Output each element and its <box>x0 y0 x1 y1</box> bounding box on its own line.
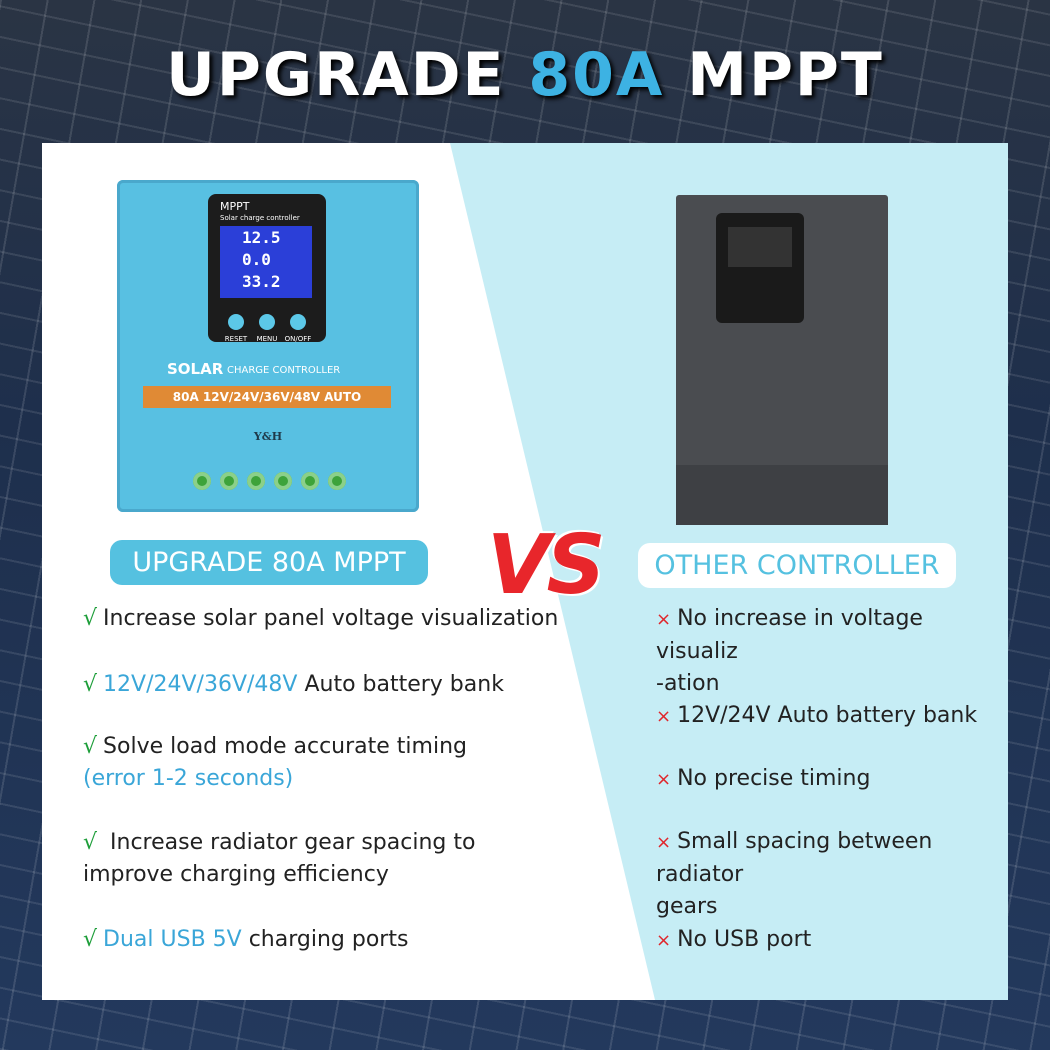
base <box>676 465 888 525</box>
line: × Small spacing between radiator <box>656 826 1008 891</box>
text: Auto battery bank <box>297 672 504 697</box>
button <box>228 314 244 330</box>
terminal <box>220 472 238 490</box>
marker: √ <box>83 606 98 631</box>
label-small: CHARGE CONTROLLER <box>227 365 341 376</box>
reading: 12.5 <box>242 228 281 247</box>
text: No USB port <box>677 927 812 952</box>
line: √ 12V/24V/36V/48V Auto battery bank <box>83 669 504 701</box>
reading: 33.2 <box>242 272 281 291</box>
feature-item: × 12V/24V Auto battery bank <box>656 700 977 733</box>
marker: × <box>656 706 672 727</box>
vs: VS <box>487 518 606 613</box>
feature-item: √ Increase solar panel voltage visualizat… <box>83 603 558 635</box>
lcd <box>728 227 792 267</box>
line: √ Increase solar panel voltage visualizat… <box>83 603 558 635</box>
button-label: ON/OFF <box>284 335 312 343</box>
line: improve charging efficiency <box>83 859 475 891</box>
other-device <box>676 195 888 525</box>
line: √ Solve load mode accurate timing <box>83 731 467 763</box>
feature-item: √ Dual USB 5V charging ports <box>83 924 408 956</box>
text: Increase solar panel voltage visualizati… <box>103 606 559 631</box>
line: √ Dual USB 5V charging ports <box>83 924 408 956</box>
button-label: RESET <box>224 335 248 343</box>
marker: × <box>656 832 672 853</box>
text: Dual USB 5V <box>103 927 242 952</box>
button <box>290 314 306 330</box>
spec-strip: 80A 12V/24V/36V/48V AUTO <box>143 386 391 408</box>
feature-item: √ 12V/24V/36V/48V Auto battery bank <box>83 669 504 701</box>
line: -ation <box>656 668 1008 700</box>
terminal <box>247 472 265 490</box>
text: No precise timing <box>677 766 871 791</box>
display-panel <box>716 213 804 323</box>
feature-item: × No precise timing <box>656 763 870 796</box>
text: UPGRADE <box>166 40 529 110</box>
text: 12V/24V Auto battery bank <box>677 703 978 728</box>
text: Solve load mode accurate timing <box>103 734 467 759</box>
mppt-device: MPPT Solar charge controller 12.5 0.0 33… <box>117 180 419 512</box>
label-big: SOLAR <box>167 360 224 378</box>
maker: Y&H <box>253 430 283 443</box>
button-label: MENU <box>256 335 278 343</box>
screen-subtitle: Solar charge controller <box>220 214 300 222</box>
text: -ation <box>656 671 720 696</box>
line: × No precise timing <box>656 763 870 796</box>
terminal <box>274 472 292 490</box>
right-badge: OTHER CONTROLLER <box>638 543 956 588</box>
feature-item: √ Solve load mode accurate timing (error 1… <box>83 731 467 795</box>
marker: × <box>656 609 672 630</box>
marker: × <box>656 930 672 951</box>
line: × 12V/24V Auto battery bank <box>656 700 977 733</box>
terminal <box>193 472 211 490</box>
text: Small spacing between radiator <box>656 829 933 887</box>
display-panel: MPPT Solar charge controller 12.5 0.0 33… <box>208 194 326 343</box>
text: Increase radiator gear spacing to <box>103 830 476 855</box>
marker: √ <box>83 734 98 759</box>
terminal <box>328 472 346 490</box>
screen-title: MPPT <box>220 200 250 213</box>
line: × No increase in voltage visualiz <box>656 603 1008 668</box>
feature-item: × No increase in voltage visualiz -ation <box>656 603 1008 700</box>
text: (error 1-2 seconds) <box>83 766 294 791</box>
text: 12V/24V/36V/48V <box>103 672 298 697</box>
feature-item: × No USB port <box>656 924 811 957</box>
line: √ Increase radiator gear spacing to <box>83 827 475 859</box>
marker: √ <box>83 927 98 952</box>
line: × No USB port <box>656 924 811 957</box>
text: MPPT <box>664 40 884 110</box>
marker: × <box>656 769 672 790</box>
text: improve charging efficiency <box>83 862 389 887</box>
line: (error 1-2 seconds) <box>83 763 467 795</box>
lcd: 12.5 0.0 33.2 <box>220 226 312 298</box>
text: charging ports <box>241 927 409 952</box>
text: No increase in voltage visualiz <box>656 606 923 664</box>
feature-item: × Small spacing between radiator gears <box>656 826 1008 923</box>
text: 80A <box>528 40 665 110</box>
feature-item: √ Increase radiator gear spacing to impro… <box>83 827 475 891</box>
left-badge: UPGRADE 80A MPPT <box>110 540 428 585</box>
button <box>259 314 275 330</box>
marker: √ <box>83 672 98 697</box>
terminal <box>301 472 319 490</box>
title: UPGRADE 80A MPPT <box>0 40 1050 110</box>
reading: 0.0 <box>242 250 271 269</box>
marker: √ <box>83 830 98 855</box>
line: gears <box>656 891 1008 923</box>
comparison-panel: MPPT Solar charge controller 12.5 0.0 33… <box>42 143 1008 1000</box>
text: gears <box>656 894 718 919</box>
